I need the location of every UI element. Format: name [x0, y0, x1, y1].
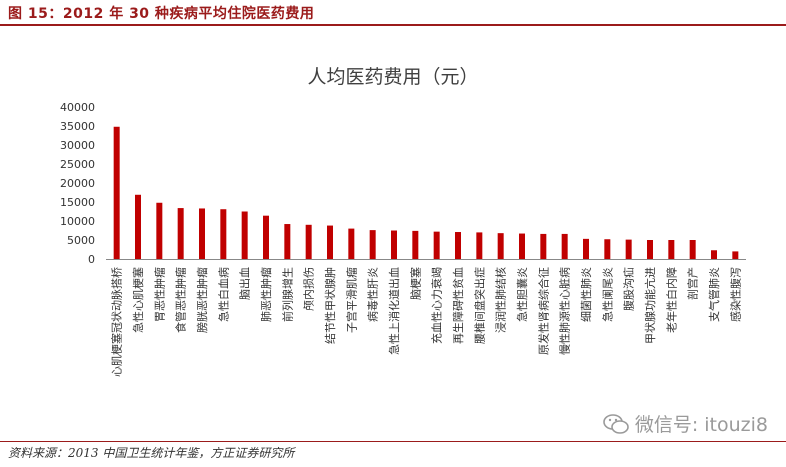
footer-rule — [0, 441, 786, 442]
bar — [263, 215, 269, 259]
bar — [711, 250, 717, 259]
x-category-label: 心肌梗塞冠状动脉搭桥 — [110, 267, 124, 377]
x-category-label: 急性阑尾炎 — [600, 267, 614, 322]
x-category-label: 膀胱恶性肿瘤 — [195, 267, 209, 333]
y-tick-label: 30000 — [60, 139, 95, 152]
x-category-label: 浸润性肺结核 — [494, 267, 508, 333]
y-tick-label: 0 — [88, 253, 95, 266]
x-category-label: 充血性心力衰竭 — [430, 267, 444, 344]
x-category-label: 脑梗塞 — [408, 267, 422, 300]
x-category-label: 食管恶性肿瘤 — [174, 267, 188, 333]
x-category-label: 再生障碍性贫血 — [451, 267, 465, 344]
bar — [348, 228, 355, 259]
bar — [433, 231, 440, 259]
bar — [369, 230, 376, 259]
x-category-label: 支气管肺炎 — [707, 267, 721, 322]
x-category-label: 肺恶性肿瘤 — [259, 267, 273, 322]
bar — [455, 232, 461, 259]
bar — [519, 233, 525, 259]
bar — [199, 208, 205, 259]
watermark-text: 微信号: itouzi8 — [634, 414, 768, 436]
x-axis-labels: 心肌梗塞冠状动脉搭桥 急性心肌梗塞 胃恶性肿瘤 食管恶性肿瘤 膀胱恶性肿瘤 急性白血病 脑出… — [110, 267, 743, 377]
x-category-label: 原发性肾病综合征 — [536, 267, 550, 355]
bar — [497, 233, 504, 259]
x-category-label: 腹股沟疝 — [622, 267, 636, 311]
x-category-label: 急性白血病 — [216, 267, 230, 322]
y-tick-label: 25000 — [60, 158, 95, 171]
watermark: 微信号: itouzi8 — [603, 410, 768, 437]
x-category-label: 慢性肺源性心脏病 — [558, 267, 572, 355]
x-category-label: 前列腺增生 — [280, 267, 294, 322]
source-note: 资料来源：2013 中国卫生统计年鉴，方正证券研究所 — [8, 446, 295, 460]
bar — [113, 126, 120, 259]
y-tick-label: 20000 — [60, 177, 95, 190]
bar — [177, 208, 184, 259]
x-category-label: 甲状腺功能亢进 — [643, 267, 657, 344]
x-category-label: 胃恶性肿瘤 — [152, 267, 166, 322]
x-category-label: 子宫平滑肌瘤 — [344, 267, 358, 333]
bar — [647, 240, 653, 259]
bar — [284, 224, 291, 259]
bar — [220, 209, 227, 259]
x-category-label: 结节性甲状腺肿 — [323, 267, 337, 344]
x-category-label: 脑出血 — [238, 267, 252, 300]
y-tick-label: 40000 — [60, 101, 95, 114]
x-category-label: 细菌性肺炎 — [579, 267, 593, 322]
bar — [540, 233, 547, 259]
bar-chart: 人均医药费用（元） 0 5000 10000 15000 20000 25000 30000… — [60, 66, 746, 377]
wechat-icon — [603, 413, 629, 434]
bar — [412, 230, 419, 259]
bar — [732, 251, 739, 259]
bar — [561, 233, 568, 259]
y-tick-label: 10000 — [60, 215, 95, 228]
chart-title: 人均医药费用（元） — [307, 66, 478, 88]
x-category-label: 剖宫产 — [686, 267, 700, 300]
figure-title: 图 15：2012 年 30 种疾病平均住院医药费用 — [8, 6, 315, 22]
bar — [689, 240, 696, 259]
x-category-label: 颅内损伤 — [302, 267, 316, 311]
bar — [156, 202, 163, 259]
bar — [305, 224, 312, 259]
x-category-label: 病毒性肝炎 — [366, 267, 380, 322]
figure-header: 图 15：2012 年 30 种疾病平均住院医药费用 — [0, 0, 786, 26]
x-category-label: 老年性白内障 — [664, 267, 678, 333]
bar — [476, 232, 483, 259]
x-category-label: 急性上消化道出血 — [387, 267, 401, 355]
x-category-label: 急性心肌梗塞 — [131, 267, 145, 333]
y-axis: 0 5000 10000 15000 20000 25000 30000 35000 40000 — [60, 101, 746, 266]
x-category-label: 急性胆囊炎 — [515, 267, 529, 322]
y-tick-label: 35000 — [60, 120, 95, 133]
bar — [583, 238, 589, 259]
bar — [241, 211, 248, 259]
bar — [668, 240, 675, 259]
bar — [604, 239, 611, 259]
bar — [327, 225, 333, 259]
bar — [135, 194, 141, 259]
bar — [391, 230, 397, 259]
x-category-label: 感染性腹泻 — [728, 267, 742, 322]
y-tick-label: 15000 — [60, 196, 95, 209]
x-category-label: 腰椎间盘突出症 — [472, 267, 486, 344]
bar — [625, 239, 632, 259]
bar-series — [113, 126, 739, 259]
y-tick-label: 5000 — [67, 234, 95, 247]
